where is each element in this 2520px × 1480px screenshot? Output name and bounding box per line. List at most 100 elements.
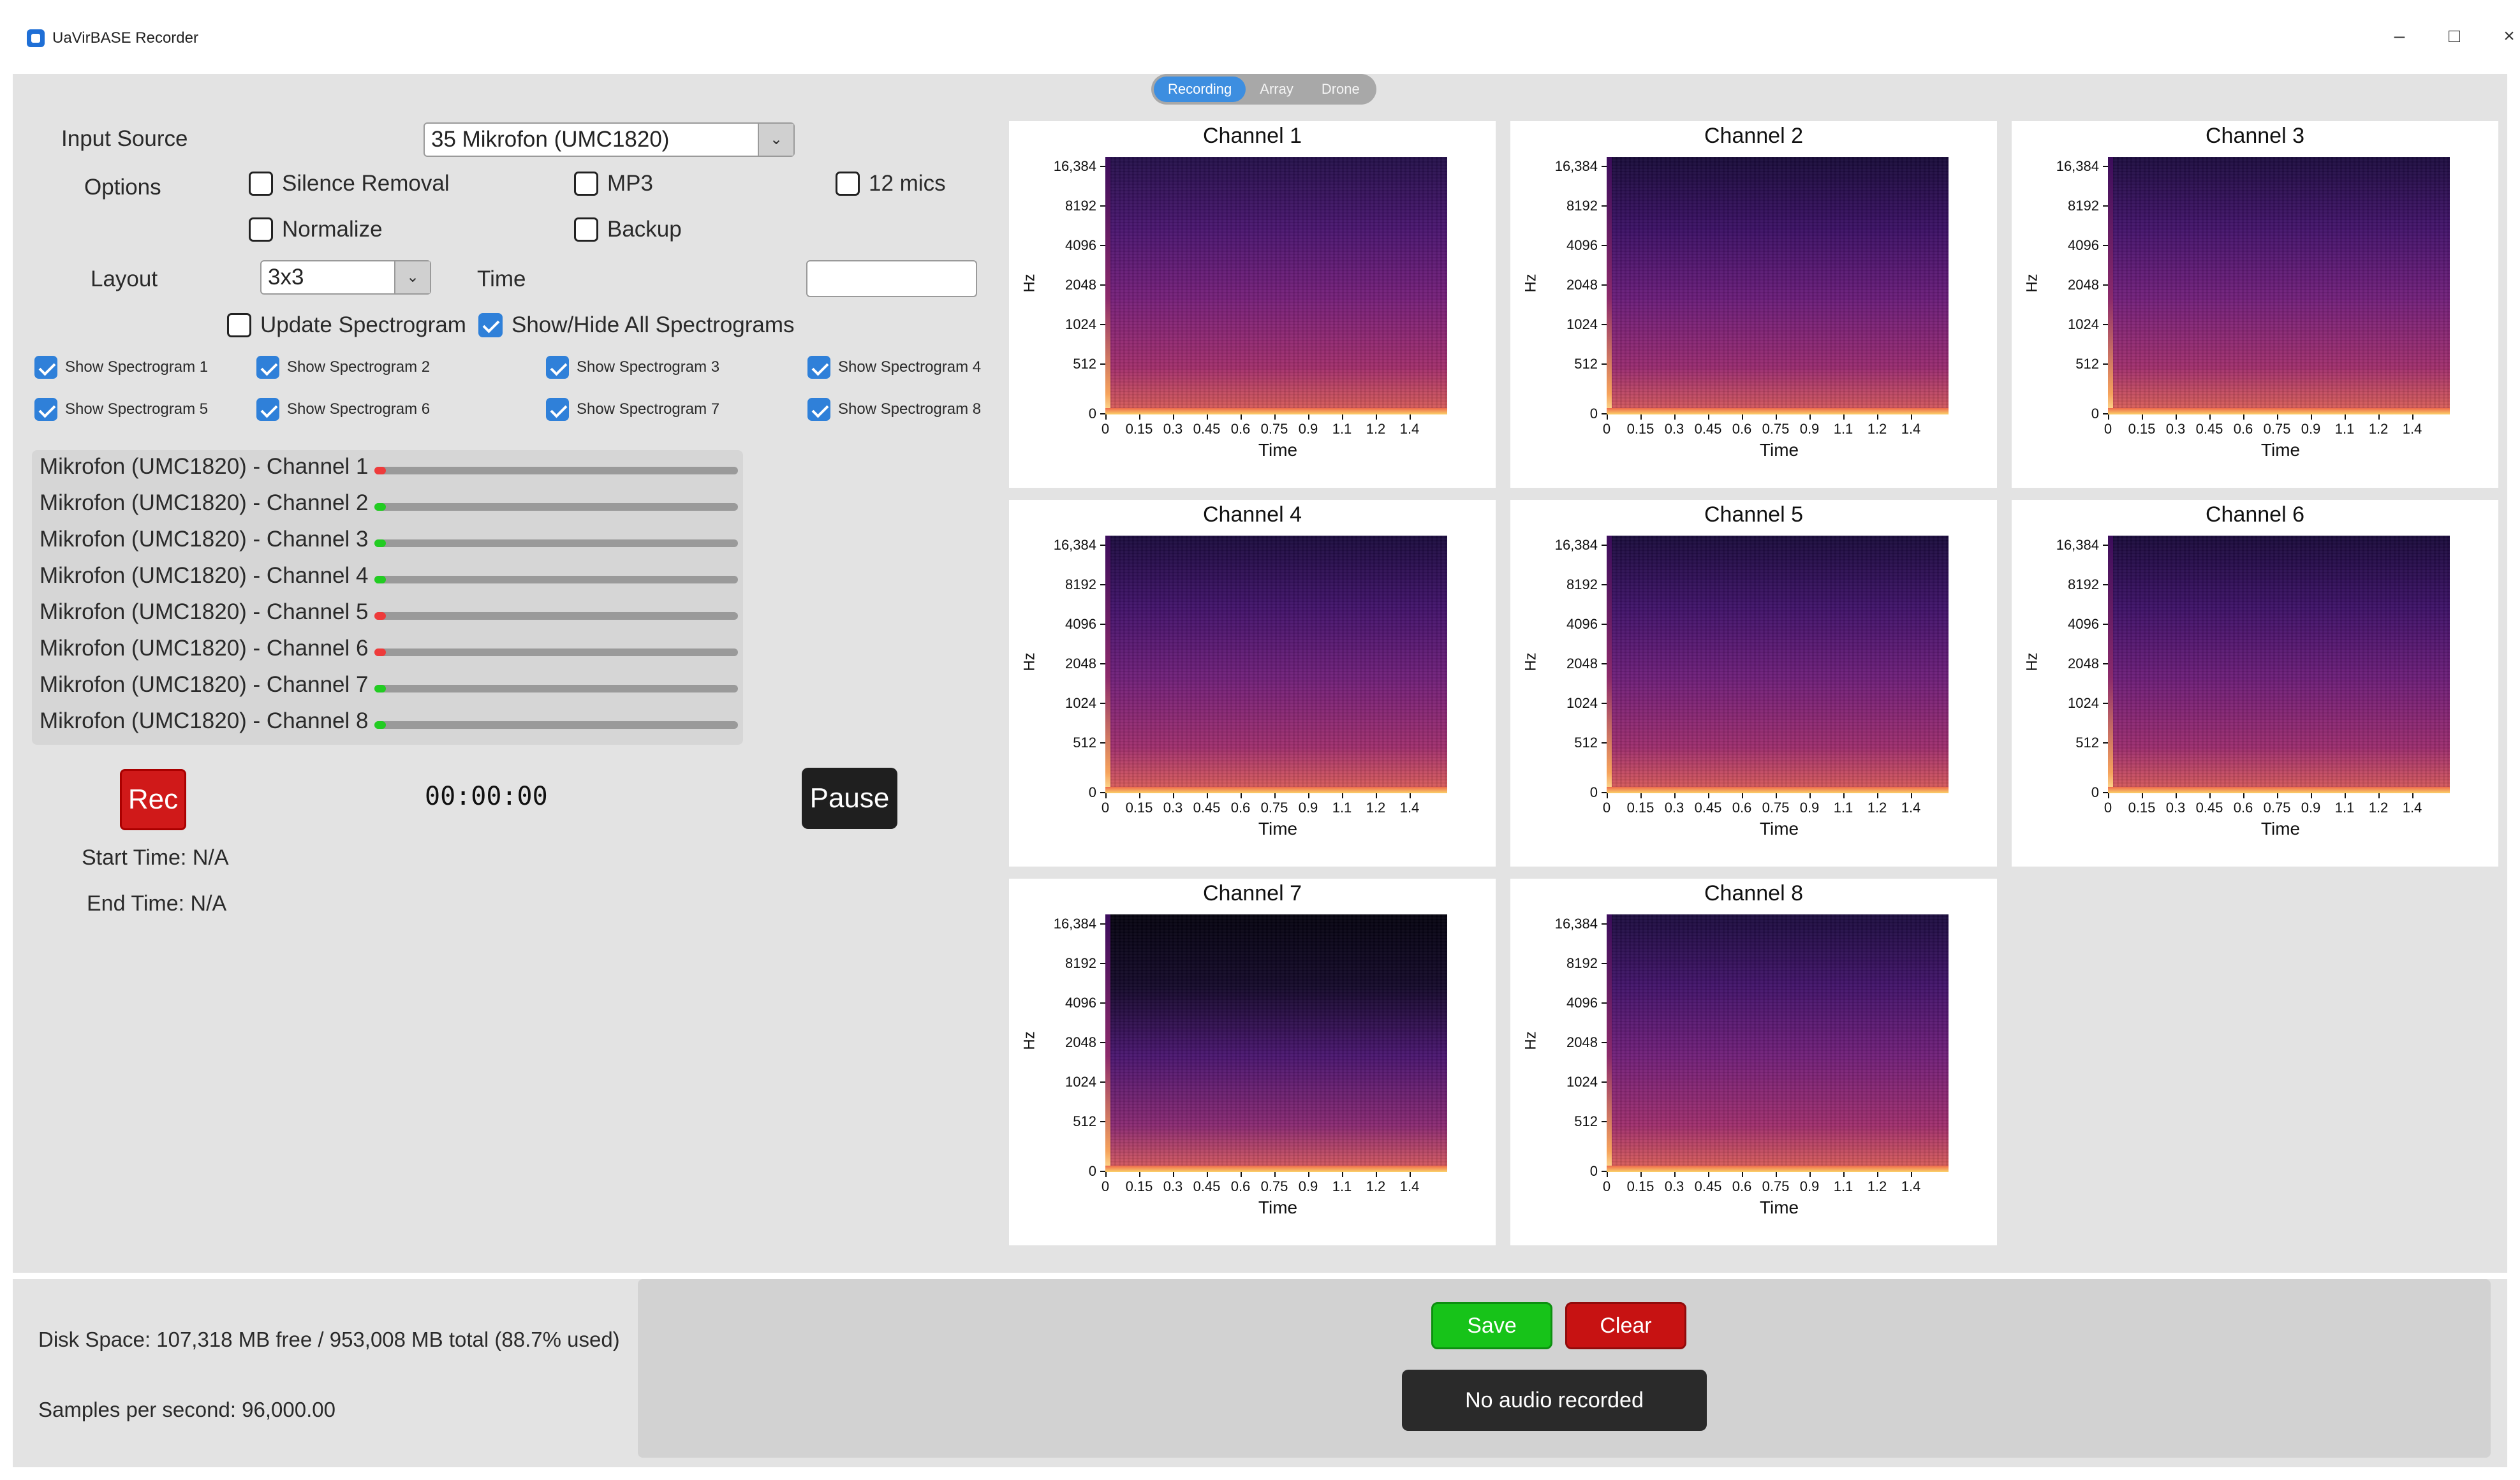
x-tick-mark bbox=[1843, 1172, 1845, 1177]
x-tick-mark bbox=[1911, 793, 1912, 798]
y-tick-label: 0 bbox=[1589, 1163, 1598, 1179]
layout-select[interactable]: 3x3 ⌄ bbox=[260, 260, 431, 295]
maximize-button[interactable]: □ bbox=[2448, 26, 2461, 47]
checkbox-icon[interactable] bbox=[574, 172, 598, 196]
tab-drone[interactable]: Drone bbox=[1321, 81, 1360, 97]
checkbox-checked-icon[interactable] bbox=[256, 398, 279, 421]
y-tick-mark bbox=[1100, 1121, 1105, 1122]
y-tick-label: 4096 bbox=[1065, 995, 1096, 1011]
checkbox-icon[interactable] bbox=[574, 217, 598, 242]
x-tick-label: 0.3 bbox=[1163, 800, 1183, 816]
y-tick-mark bbox=[1100, 624, 1105, 625]
checkbox-checked-icon[interactable] bbox=[546, 356, 569, 379]
update-spectrogram-checkbox[interactable]: Update Spectrogram bbox=[227, 312, 466, 338]
checkbox-icon[interactable] bbox=[249, 217, 273, 242]
input-source-value: 35 Mikrofon (UMC1820) bbox=[431, 127, 670, 152]
checkbox-checked-icon[interactable] bbox=[34, 356, 57, 379]
show-spectrogram-2-checkbox[interactable]: Show Spectrogram 2 bbox=[256, 356, 430, 379]
level-meter bbox=[374, 539, 738, 547]
checkbox-icon[interactable] bbox=[249, 172, 273, 196]
x-tick-label: 1.1 bbox=[1332, 800, 1352, 816]
checkbox-icon[interactable] bbox=[227, 313, 251, 337]
y-tick-label: 512 bbox=[1073, 735, 1096, 751]
spectrogram-panel: Channel 5 16,384 8192 4096 2048 1024 512 0 0 0.15… bbox=[1510, 500, 1997, 867]
x-tick-label: 0.9 bbox=[1799, 421, 1820, 437]
y-tick-mark bbox=[1602, 703, 1607, 704]
x-tick-label: 0.15 bbox=[2128, 800, 2156, 816]
spectrogram-onset-band bbox=[1105, 914, 1110, 1172]
backup-checkbox[interactable]: Backup bbox=[574, 217, 682, 242]
y-tick-label: 512 bbox=[1073, 356, 1096, 372]
level-meter bbox=[374, 721, 738, 729]
x-tick-mark bbox=[1207, 414, 1208, 420]
tab-array[interactable]: Array bbox=[1260, 81, 1293, 97]
normalize-checkbox[interactable]: Normalize bbox=[249, 217, 383, 242]
options-label: Options bbox=[84, 175, 161, 200]
rec-button[interactable]: Rec bbox=[120, 769, 186, 830]
y-tick-label: 512 bbox=[2075, 356, 2099, 372]
y-tick-mark bbox=[1100, 923, 1105, 925]
checkbox-checked-icon[interactable] bbox=[807, 356, 830, 379]
show-spectrogram-6-checkbox[interactable]: Show Spectrogram 6 bbox=[256, 398, 430, 421]
y-tick-label: 1024 bbox=[1566, 316, 1598, 332]
checkbox-checked-icon[interactable] bbox=[34, 398, 57, 421]
x-tick-label: 0.75 bbox=[2263, 421, 2291, 437]
y-tick-label: 16,384 bbox=[2056, 537, 2099, 553]
x-tick-label: 1.2 bbox=[2368, 800, 2389, 816]
level-indicator bbox=[374, 612, 386, 620]
clear-button[interactable]: Clear bbox=[1565, 1302, 1686, 1349]
x-tick-mark bbox=[1776, 793, 1777, 798]
y-axis-label: Hz bbox=[2023, 652, 2041, 671]
footer-info: Disk Space: 107,318 MB free / 953,008 MB… bbox=[13, 1279, 626, 1467]
checkbox-checked-icon[interactable] bbox=[256, 356, 279, 379]
input-source-select[interactable]: 35 Mikrofon (UMC1820) ⌄ bbox=[424, 122, 795, 157]
y-tick-mark bbox=[1602, 413, 1607, 414]
chevron-down-icon[interactable]: ⌄ bbox=[758, 124, 793, 156]
time-input[interactable] bbox=[806, 260, 977, 297]
show-spectrogram-7-checkbox[interactable]: Show Spectrogram 7 bbox=[546, 398, 719, 421]
y-tick-label: 4096 bbox=[1566, 995, 1598, 1011]
y-tick-mark bbox=[1602, 1002, 1607, 1004]
show-spectrogram-4-checkbox[interactable]: Show Spectrogram 4 bbox=[807, 356, 981, 379]
checkbox-checked-icon[interactable] bbox=[807, 398, 830, 421]
chevron-down-icon[interactable]: ⌄ bbox=[394, 261, 430, 293]
spectrogram-title: Channel 3 bbox=[2205, 124, 2304, 148]
x-tick-label: 1.1 bbox=[2334, 421, 2355, 437]
y-tick-label: 16,384 bbox=[1053, 158, 1096, 174]
tab-recording[interactable]: Recording bbox=[1154, 77, 1246, 102]
x-tick-label: 1.4 bbox=[1901, 421, 1921, 437]
spectrogram-panel: Channel 1 16,384 8192 4096 2048 1024 512 0 0 0.15… bbox=[1009, 121, 1496, 488]
spectrogram-low-band bbox=[1607, 787, 1949, 793]
checkbox-icon[interactable] bbox=[836, 172, 860, 196]
x-axis-label: Time bbox=[1759, 1198, 1799, 1217]
checkbox-checked-icon[interactable] bbox=[546, 398, 569, 421]
y-tick-label: 1024 bbox=[1566, 1074, 1598, 1090]
x-tick-mark bbox=[1308, 414, 1309, 420]
spectrogram-low-band bbox=[1105, 787, 1447, 793]
twelve-mics-checkbox[interactable]: 12 mics bbox=[836, 171, 946, 196]
mp3-checkbox[interactable]: MP3 bbox=[574, 171, 653, 196]
save-button[interactable]: Save bbox=[1431, 1302, 1552, 1349]
show-spectrogram-3-checkbox[interactable]: Show Spectrogram 3 bbox=[546, 356, 719, 379]
y-tick-mark bbox=[1602, 1121, 1607, 1122]
x-tick-label: 0.45 bbox=[2195, 800, 2223, 816]
show-hide-all-checkbox[interactable]: Show/Hide All Spectrograms bbox=[478, 312, 795, 338]
silence-removal-checkbox[interactable]: Silence Removal bbox=[249, 171, 450, 196]
x-tick-mark bbox=[1640, 414, 1642, 420]
y-axis-label: Hz bbox=[1522, 1031, 1540, 1050]
show-spectrogram-1-checkbox[interactable]: Show Spectrogram 1 bbox=[34, 356, 208, 379]
minimize-button[interactable]: – bbox=[2394, 26, 2405, 47]
x-tick-mark bbox=[1410, 414, 1411, 420]
pause-button[interactable]: Pause bbox=[802, 768, 897, 829]
checkbox-checked-icon[interactable] bbox=[478, 313, 503, 337]
meter-label: Mikrofon (UMC1820) - Channel 2 bbox=[40, 490, 369, 515]
close-button[interactable]: × bbox=[2503, 26, 2515, 47]
x-tick-mark bbox=[2243, 793, 2244, 798]
x-tick-mark bbox=[1809, 1172, 1811, 1177]
layout-label: Layout bbox=[91, 267, 158, 291]
show-spectrogram-5-checkbox[interactable]: Show Spectrogram 5 bbox=[34, 398, 208, 421]
y-tick-mark bbox=[2103, 792, 2108, 793]
y-tick-mark bbox=[1602, 205, 1607, 207]
recording-timer: 00:00:00 bbox=[425, 782, 548, 811]
show-spectrogram-8-checkbox[interactable]: Show Spectrogram 8 bbox=[807, 398, 981, 421]
